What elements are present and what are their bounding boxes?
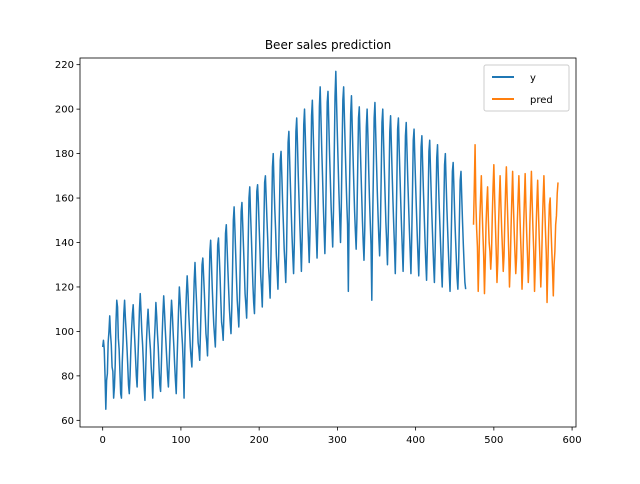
x-tick-label: 100 [171, 435, 190, 446]
series-layer [101, 70, 559, 410]
x-tick-label: 0 [100, 435, 106, 446]
x-tick-label: 600 [563, 435, 582, 446]
legend-label-y: y [530, 73, 536, 84]
legend-label-pred: pred [530, 95, 553, 106]
series-line-y [101, 70, 467, 410]
y-tick-label: 200 [55, 105, 74, 116]
y-tick-label: 60 [61, 416, 74, 427]
y-tick-label: 120 [55, 282, 74, 293]
y-tick-label: 220 [55, 60, 74, 71]
legend: y pred [483, 64, 570, 112]
axes-layer: 0 100 200 300 400 500 600 60 80 100 120 140 160 180 20… [55, 57, 582, 446]
series-line-pred [472, 143, 559, 304]
chart-title: Beer sales prediction [265, 38, 391, 52]
x-tick-label: 200 [250, 435, 269, 446]
x-tick-label: 300 [328, 435, 347, 446]
x-tick-label: 500 [484, 435, 503, 446]
legend-box [483, 64, 570, 112]
y-tick-label: 80 [61, 371, 74, 382]
x-tick-label: 400 [406, 435, 425, 446]
y-tick-label: 180 [55, 149, 74, 160]
y-tick-label: 100 [55, 327, 74, 338]
y-tick-label: 140 [55, 238, 74, 249]
y-tick-label: 160 [55, 194, 74, 205]
